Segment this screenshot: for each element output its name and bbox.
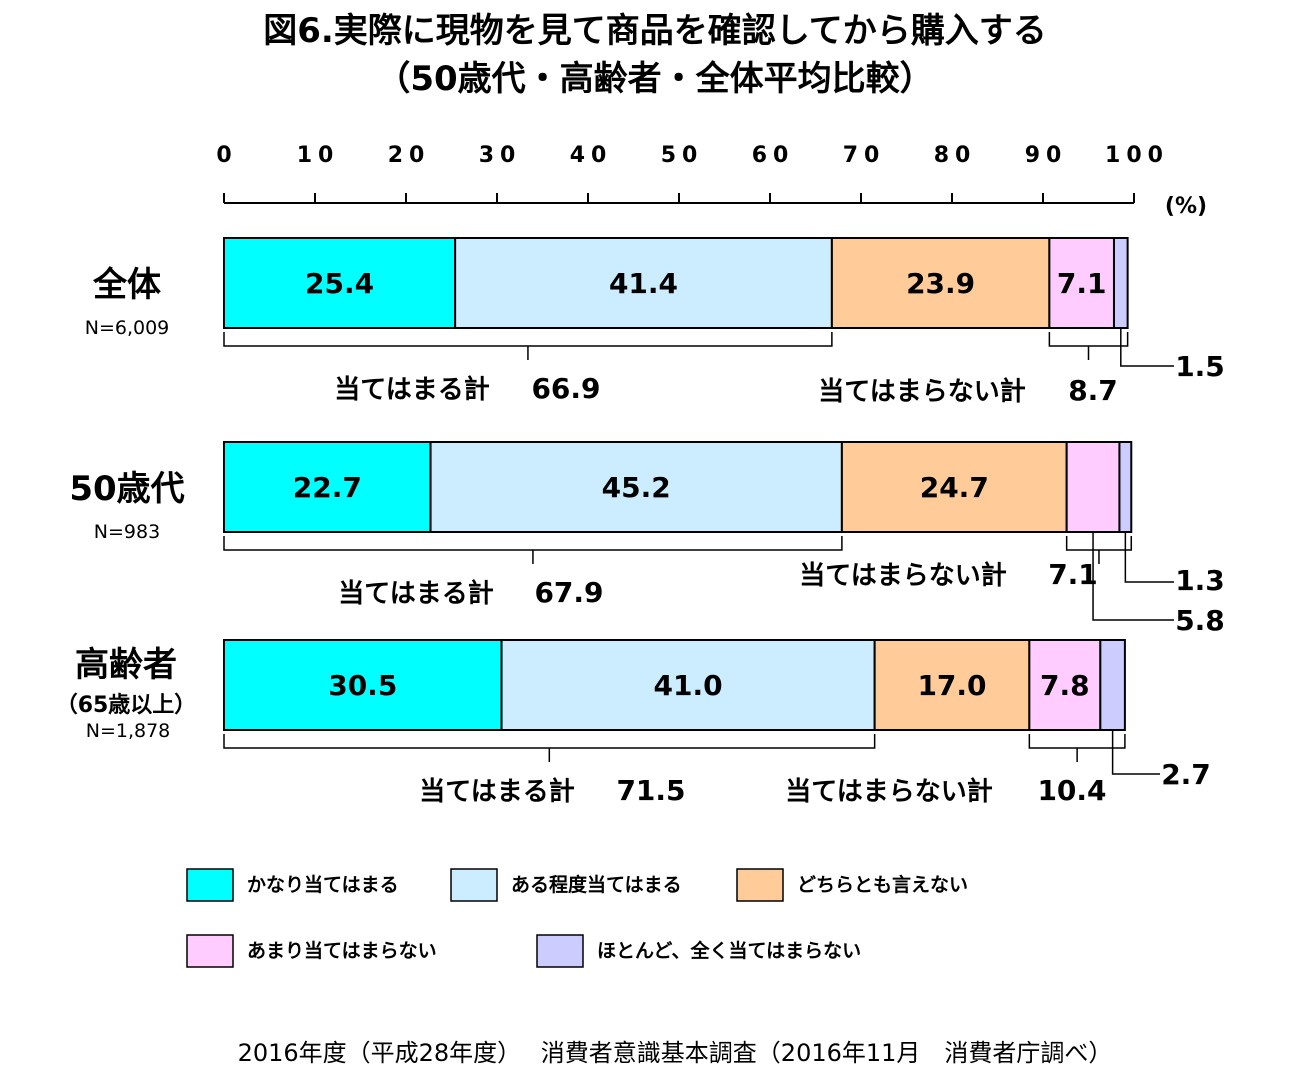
bar-segment [429,441,843,533]
legend-swatch [536,934,584,968]
bar-segment [1118,441,1133,533]
x-tick-label: 70 [843,143,886,168]
x-tick-label: 30 [479,143,522,168]
brace-apply [223,536,843,564]
bar-row: 全体 N=6,009 25.4 41.4 23.9 7.1 1.5 当てはまる計 66.9 当ては… [85,237,1225,407]
data-label-outside: 1.5 [1175,350,1225,383]
x-tick-label: 50 [661,143,704,168]
x-tick-label: 40 [570,143,613,168]
data-label: 30.5 [328,669,397,702]
legend-label: あまり当てはまらない [247,939,437,962]
leader-line [1111,730,1160,775]
bar-row: 50歳代 N=983 22.7 45.2 24.7 1.3 5.8 当てはまる計 67.9 当ては… [69,441,1225,637]
brace-notapply [1065,536,1133,564]
chart-title-line2: （50歳代・高齢者・全体平均比較） [376,59,933,99]
bar-segment [454,237,833,329]
bar-row: 高齢者 （65歳以上）N=1,878 30.5 41.0 17.0 7.8 2.7 当てはまる… [56,639,1211,807]
legend-swatch [736,868,784,902]
legend-swatch [186,934,234,968]
sum-notapply-value: 7.1 [1048,558,1098,591]
x-axis-unit: (%) [1165,194,1207,219]
sum-apply-label: 当てはまる計 [334,374,489,405]
legend-item: ほとんど、全く当てはまらない [536,934,861,968]
x-tick-label: 100 [1105,143,1169,168]
bar-segment [500,639,876,731]
bar-segment [1028,639,1102,731]
data-label: 22.7 [293,471,362,504]
row-label: 全体 [92,265,161,305]
bar-segment [223,237,457,329]
row-sublabel: （65歳以上） [56,693,197,718]
data-label-outside: 5.8 [1175,604,1225,637]
sum-notapply-label: 当てはまらない計 [818,376,1025,407]
bar-segment [830,237,1051,329]
bar-segment [223,639,503,731]
row-label: 50歳代 [69,469,184,509]
legend-item: かなり当てはまる [186,868,399,902]
sum-notapply-value: 10.4 [1037,774,1106,807]
data-label: 45.2 [602,471,671,504]
sum-apply-label: 当てはまる計 [419,776,574,807]
x-tick-label: 10 [297,143,340,168]
row-sample-size: N=1,878 [86,720,171,742]
sum-apply-label: 当てはまる計 [338,578,493,609]
data-label-outside: 2.7 [1161,758,1211,791]
leader-line [1092,532,1174,621]
data-label: 17.0 [917,669,986,702]
data-label-outside: 1.3 [1175,564,1225,597]
sum-notapply-label: 当てはまらない計 [799,560,1006,591]
leader-line [1124,532,1174,583]
legend-swatch [186,868,234,902]
data-label: 23.9 [906,267,975,300]
bar-segment [840,441,1068,533]
legend-item: あまり当てはまらない [186,934,437,968]
bar-segment [223,441,432,533]
brace-notapply [1048,332,1129,360]
bar-segment [873,639,1031,731]
legend-item: ある程度当てはまる [450,868,682,902]
row-sample-size: N=983 [94,521,160,543]
bar-segment [1048,237,1115,329]
data-label: 41.0 [654,669,723,702]
data-label: 25.4 [305,267,374,300]
legend-swatch [450,868,498,902]
brace-notapply [1028,734,1126,762]
data-label: 7.8 [1040,669,1090,702]
legend-label: ある程度当てはまる [511,873,682,896]
legend-label: かなり当てはまる [247,873,399,896]
x-tick-label: 20 [388,143,431,168]
sum-notapply-value: 8.7 [1068,374,1118,407]
x-tick-label: 80 [934,143,977,168]
bar-segment [1112,237,1129,329]
chart-title-line1: 図6.実際に現物を見て商品を確認してから購入する [263,11,1047,51]
brace-apply [223,332,833,360]
row-label: 高齢者 [75,645,177,685]
bar-segment [1065,441,1121,533]
x-tick-label: 0 [216,143,237,168]
sum-apply-value: 66.9 [531,372,600,405]
data-label: 41.4 [609,267,678,300]
bar-segment [1099,639,1126,731]
x-tick-label: 90 [1025,143,1068,168]
source-note: 2016年度（平成28年度） 消費者意識基本調査（2016年11月 消費者庁調べ… [238,1039,1113,1067]
row-sample-size: N=6,009 [85,317,170,339]
legend-label: ほとんど、全く当てはまらない [597,939,861,962]
legend-item: どちらとも言えない [736,868,968,902]
sum-apply-value: 71.5 [616,774,685,807]
sum-apply-value: 67.9 [534,576,603,609]
bars: 全体 N=6,009 25.4 41.4 23.9 7.1 1.5 当てはまる計 66.9 当ては… [56,237,1225,807]
legend-label: どちらとも言えない [797,873,968,896]
x-tick-label: 60 [752,143,795,168]
sum-notapply-label: 当てはまらない計 [785,776,992,807]
brace-apply [223,734,876,762]
leader-line [1120,328,1174,367]
x-axis: 0 10 20 30 40 50 60 70 80 90 100 (%) [216,143,1207,219]
data-label: 24.7 [920,471,989,504]
data-label: 7.1 [1057,267,1107,300]
